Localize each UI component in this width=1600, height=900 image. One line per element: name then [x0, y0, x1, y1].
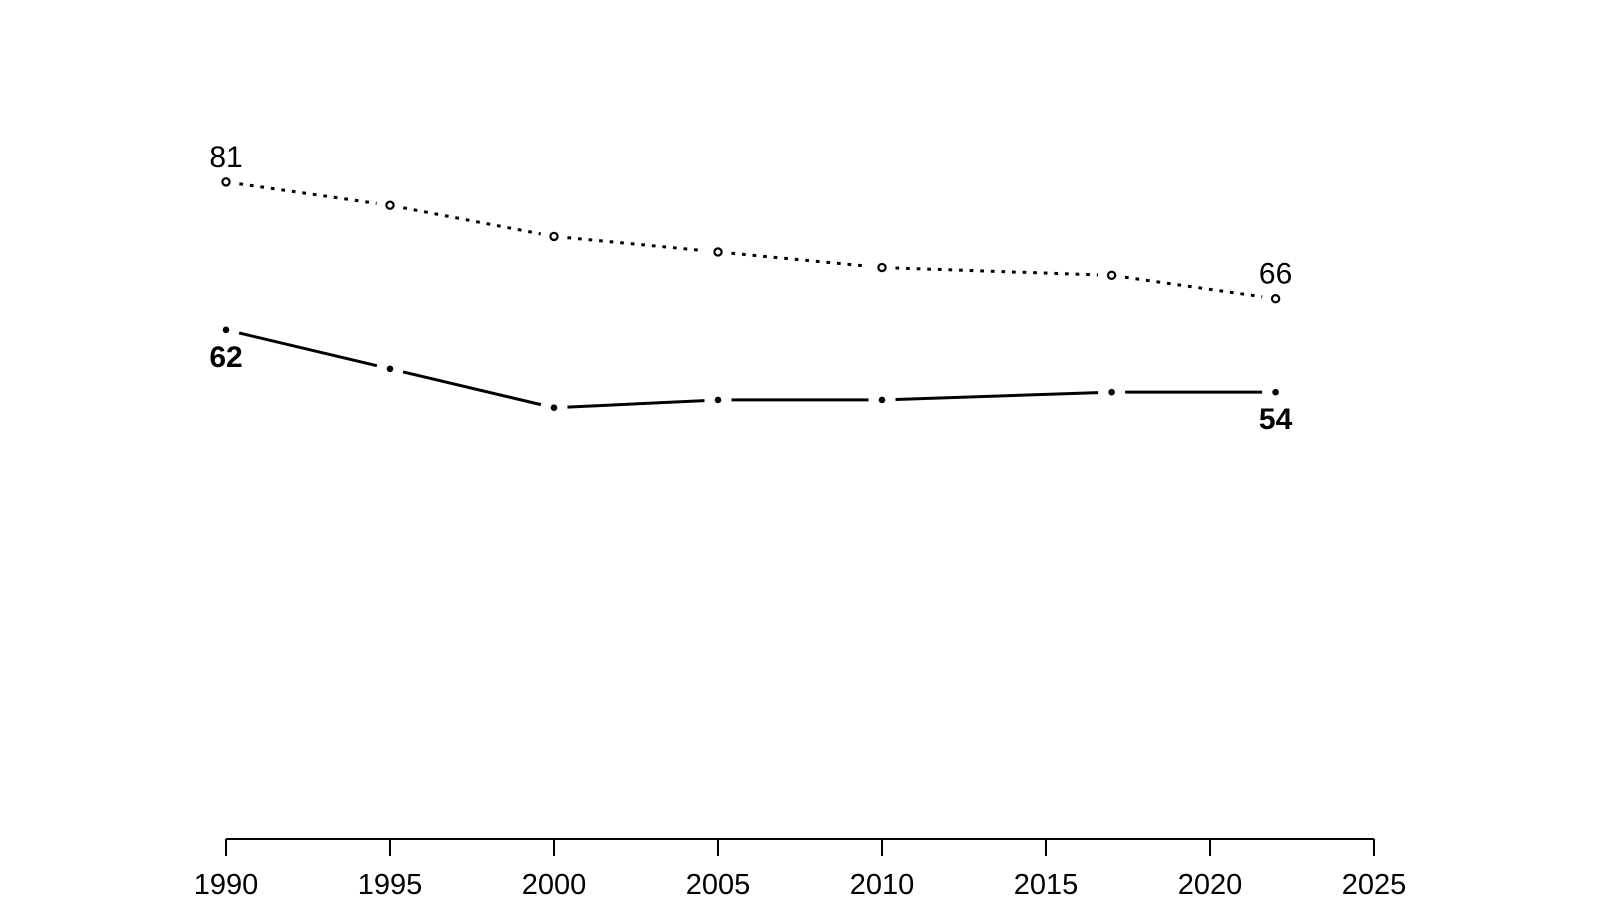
upper-dotted-series-segment [731, 251, 869, 268]
lower-solid-series-marker-filled-circle [550, 404, 558, 412]
lower-solid-series-marker-filled-circle [1272, 388, 1279, 396]
lower-solid-series-marker-filled-circle [1108, 388, 1115, 396]
upper-dotted-series-marker-open-circle [385, 200, 395, 210]
upper-dotted-series-value-label: 66 [1259, 258, 1292, 291]
x-axis-tick-label: 2020 [1178, 869, 1243, 900]
upper-dotted-series-segment [1124, 275, 1263, 299]
x-axis-tick-label: 2005 [686, 869, 751, 900]
x-axis-tick-label: 2010 [850, 869, 915, 900]
lower-solid-series-marker-filled-circle [386, 365, 394, 373]
lower-solid-series-value-label: 54 [1259, 403, 1293, 436]
upper-dotted-series-segment [567, 236, 705, 253]
upper-dotted-series-value-label: 81 [209, 141, 242, 174]
x-axis-tick-label: 1995 [358, 869, 423, 900]
lower-solid-series-segment [402, 370, 542, 407]
lower-solid-series-marker-filled-circle [714, 396, 722, 404]
upper-dotted-series-segment [895, 266, 1099, 277]
upper-dotted-series-marker-open-circle [221, 177, 231, 187]
upper-dotted-series-marker-open-circle [713, 247, 723, 257]
lower-solid-series-segment [567, 399, 705, 409]
upper-dotted-series-marker-open-circle [1106, 270, 1117, 281]
lower-solid-series-segment [895, 391, 1099, 401]
upper-dotted-series-marker-open-circle [549, 231, 559, 242]
lower-solid-series-segment [238, 331, 378, 368]
x-axis-tick-label: 2015 [1014, 869, 1079, 900]
upper-dotted-series-marker-open-circle [1270, 293, 1281, 304]
x-axis-tick-label: 2025 [1342, 869, 1407, 900]
lower-solid-series-marker-filled-circle [878, 396, 886, 404]
x-axis-tick-label: 1990 [194, 869, 259, 900]
lower-solid-series-marker-filled-circle [222, 326, 230, 334]
lower-solid-series-value-label: 62 [209, 341, 242, 374]
upper-dotted-series-segment [402, 206, 542, 236]
upper-dotted-series-segment [239, 182, 377, 205]
x-axis-tick-label: 2000 [522, 869, 587, 900]
upper-dotted-series-marker-open-circle [877, 262, 887, 273]
